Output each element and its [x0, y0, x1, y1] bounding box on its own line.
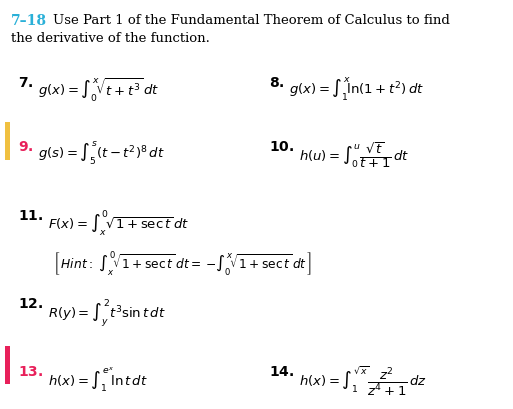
Text: $h(u) = \int_0^u \dfrac{\sqrt{t}}{t+1}\, dt$: $h(u) = \int_0^u \dfrac{\sqrt{t}}{t+1}\,…: [299, 140, 410, 170]
Text: $\mathbf{13.}$: $\mathbf{13.}$: [17, 365, 43, 379]
Text: $\mathbf{11.}$: $\mathbf{11.}$: [17, 209, 43, 222]
Text: $\mathbf{8.}$: $\mathbf{8.}$: [269, 76, 285, 90]
Text: the derivative of the function.: the derivative of the function.: [11, 32, 210, 45]
Text: $\mathbf{14.}$: $\mathbf{14.}$: [269, 365, 294, 379]
Text: $g(s) = \int_5^s (t - t^2)^8\, dt$: $g(s) = \int_5^s (t - t^2)^8\, dt$: [38, 140, 165, 167]
Text: $h(x) = \int_1^{\sqrt{x}} \dfrac{z^2}{z^4+1}\, dz$: $h(x) = \int_1^{\sqrt{x}} \dfrac{z^2}{z^…: [299, 365, 427, 398]
Text: $R(y) = \int_y^2 t^3 \sin t\, dt$: $R(y) = \int_y^2 t^3 \sin t\, dt$: [48, 297, 166, 329]
Bar: [5, 346, 10, 384]
Text: Use Part 1 of the Fundamental Theorem of Calculus to find: Use Part 1 of the Fundamental Theorem of…: [53, 14, 450, 27]
Text: $\mathbf{10.}$: $\mathbf{10.}$: [269, 140, 294, 154]
Text: $g(x) = \int_0^x \!\sqrt{t + t^3}\, dt$: $g(x) = \int_0^x \!\sqrt{t + t^3}\, dt$: [38, 76, 160, 104]
Text: $\left[\,\mathit{Hint}{:}\ \int_x^0\!\sqrt{1+\sec t}\,dt = -\!\int_0^x\!\sqrt{1+: $\left[\,\mathit{Hint}{:}\ \int_x^0\!\sq…: [53, 249, 312, 278]
Text: $\mathbf{9.}$: $\mathbf{9.}$: [17, 140, 33, 154]
Bar: [5, 122, 10, 160]
Text: 7–18: 7–18: [11, 14, 47, 28]
Text: $g(x) = \int_1^x \!\ln(1 + t^2)\, dt$: $g(x) = \int_1^x \!\ln(1 + t^2)\, dt$: [289, 76, 424, 103]
Text: $\mathbf{7.}$: $\mathbf{7.}$: [17, 76, 33, 90]
Text: $h(x) = \int_1^{e^x}\! \ln t\, dt$: $h(x) = \int_1^{e^x}\! \ln t\, dt$: [48, 365, 148, 394]
Text: $\mathbf{12.}$: $\mathbf{12.}$: [17, 297, 43, 312]
Text: $F(x) = \int_x^0 \!\sqrt{1 + \sec t}\, dt$: $F(x) = \int_x^0 \!\sqrt{1 + \sec t}\, d…: [48, 209, 189, 238]
